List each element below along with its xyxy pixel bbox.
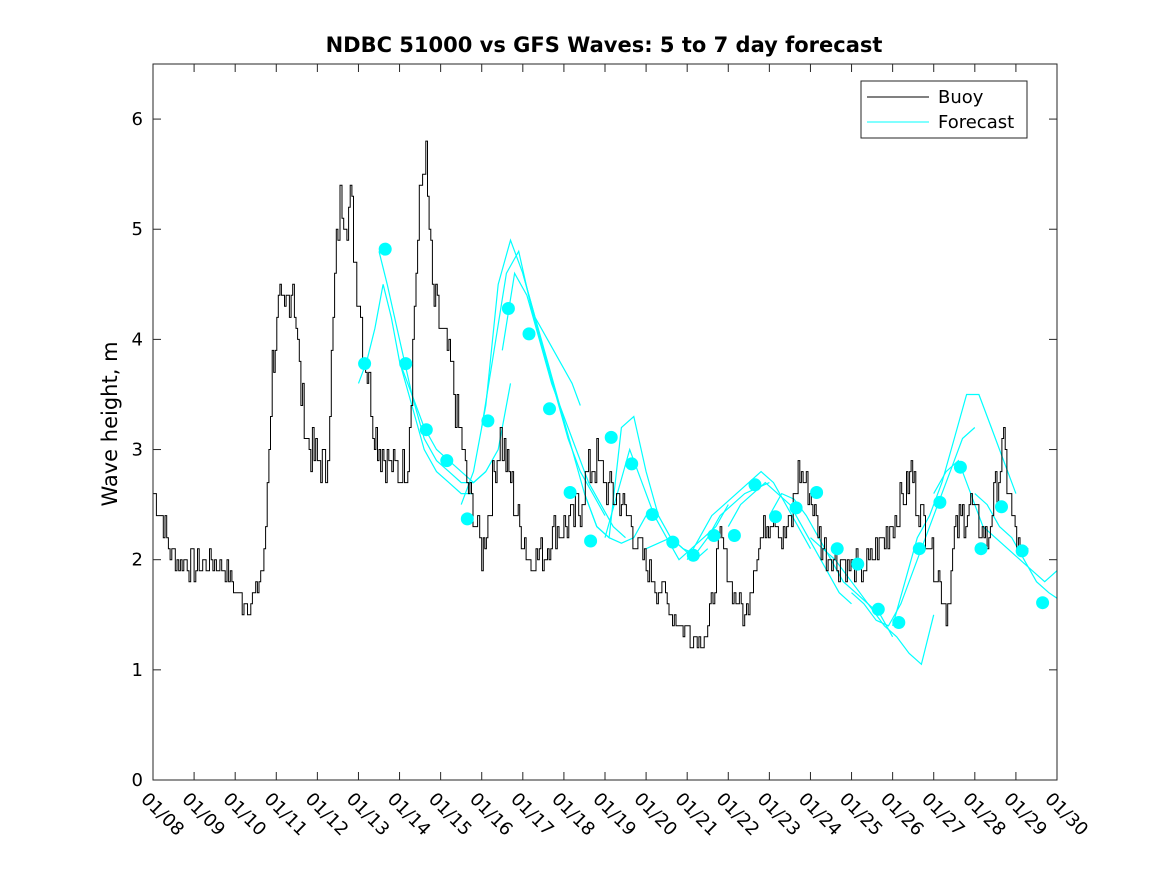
forecast-marker-29 [953, 460, 967, 474]
forecast-marker-28 [933, 495, 947, 509]
y-axis: 0 1 2 3 4 5 6 [132, 109, 1057, 791]
forecast-marker-21 [789, 501, 803, 515]
y-tick-label: 6 [132, 109, 143, 130]
y-tick-label: 3 [132, 440, 143, 461]
forecast-markers [358, 242, 1050, 629]
forecast-marker-12 [604, 430, 618, 444]
forecast-line-5 [501, 271, 626, 539]
forecast-marker-24 [851, 557, 865, 571]
forecast-marker-1 [378, 242, 392, 256]
y-tick-label: 4 [132, 329, 143, 350]
forecast-marker-4 [440, 454, 454, 468]
forecast-marker-9 [543, 402, 556, 416]
forecast-marker-8 [522, 327, 536, 341]
forecast-line-4 [481, 249, 606, 516]
buoy-series [153, 140, 1029, 649]
forecast-marker-6 [481, 414, 495, 428]
forecast-line-11 [727, 481, 852, 605]
forecast-marker-3 [419, 423, 433, 437]
y-tick-label: 5 [132, 219, 143, 240]
forecast-marker-31 [995, 500, 1008, 514]
forecast-marker-0 [358, 357, 372, 371]
forecast-marker-22 [810, 486, 824, 499]
buoy-line [153, 140, 1029, 649]
forecast-marker-14 [645, 508, 659, 521]
forecast-marker-23 [830, 542, 844, 556]
forecast-marker-33 [1036, 596, 1050, 610]
forecast-marker-11 [584, 534, 598, 548]
forecast-marker-17 [707, 529, 721, 542]
legend-label-buoy: Buoy [938, 87, 984, 108]
y-axis-label: Wave height, m [98, 341, 122, 506]
forecast-marker-15 [666, 535, 680, 549]
forecast-line-0 [357, 284, 474, 495]
forecast-line-14 [851, 427, 976, 627]
legend: Buoy Forecast [860, 80, 1028, 139]
chart-title: NDBC 51000 vs GFS Waves: 5 to 7 day fore… [326, 33, 883, 57]
forecast-marker-19 [748, 478, 762, 492]
forecast-line-9 [645, 482, 770, 555]
forecast-marker-32 [1015, 544, 1029, 558]
forecast-marker-13 [625, 457, 639, 471]
forecast-marker-20 [769, 510, 782, 524]
forecast-marker-7 [501, 302, 515, 315]
forecast-line-10 [686, 470, 812, 560]
forecast-line-16 [933, 459, 1057, 583]
forecast-marker-27 [912, 542, 926, 556]
y-tick-label: 2 [132, 550, 143, 571]
legend-label-forecast: Forecast [938, 112, 1014, 133]
legend-box [860, 80, 1028, 139]
y-tick-label: 1 [132, 660, 143, 681]
forecast-line-15 [892, 393, 1017, 626]
forecast-marker-30 [974, 542, 988, 556]
forecast-marker-16 [686, 548, 700, 562]
y-tick-label: 0 [132, 770, 143, 791]
forecast-marker-5 [460, 512, 474, 526]
forecast-marker-2 [399, 357, 413, 371]
forecast-marker-18 [727, 529, 741, 542]
forecast-marker-10 [563, 486, 577, 499]
forecast-marker-26 [892, 616, 906, 629]
forecast-marker-25 [871, 602, 885, 616]
